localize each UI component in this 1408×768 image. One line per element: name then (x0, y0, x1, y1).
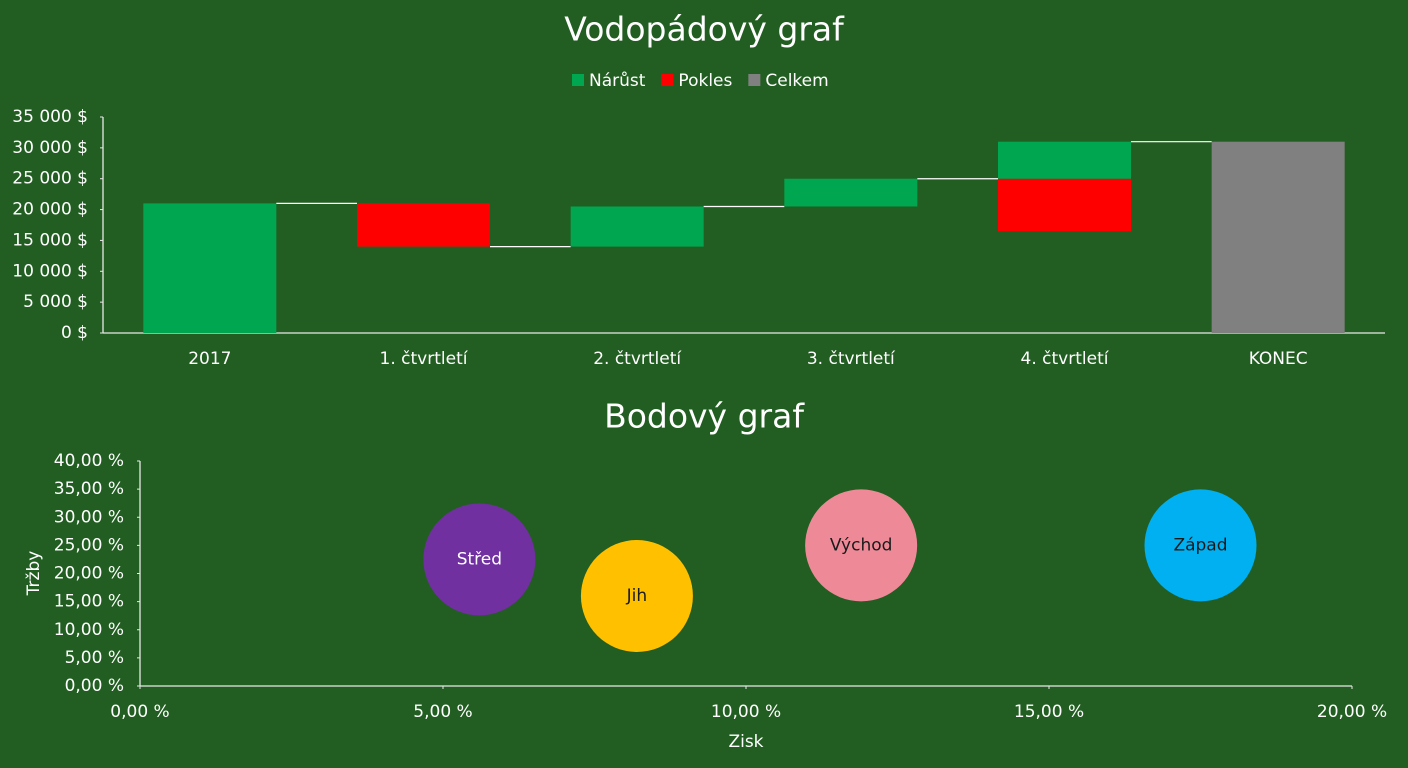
y-tick-label: 10 000 $ (12, 261, 88, 281)
legend-label: Nárůst (589, 71, 646, 91)
y-tick-label: 30,00 % (54, 507, 124, 527)
chart-title: Bodový graf (604, 397, 805, 436)
bubble-label: Střed (457, 549, 502, 569)
y-tick-label: 15,00 % (54, 592, 124, 612)
chart-title: Vodopádový graf (564, 10, 845, 49)
bar (784, 178, 918, 207)
y-axis-title: Tržby (24, 551, 44, 597)
y-tick-label: 25 000 $ (12, 169, 88, 189)
y-tick-label: 0 $ (61, 323, 88, 343)
x-tick-label: 20,00 % (1317, 702, 1387, 722)
y-tick-label: 40,00 % (54, 451, 124, 471)
legend-swatch (661, 74, 674, 86)
legend-swatch (572, 74, 584, 86)
x-tick-label: 0,00 % (110, 702, 169, 722)
y-tick-label: 35,00 % (54, 479, 124, 499)
legend-label: Celkem (765, 71, 828, 91)
x-tick-label: 4. čtvrtletí (1021, 349, 1110, 369)
bar (357, 203, 490, 247)
x-tick-label: 3. čtvrtletí (807, 349, 896, 369)
legend-label: Pokles (678, 71, 732, 91)
bar (570, 206, 704, 247)
bar (1211, 141, 1345, 333)
x-tick-label: 5,00 % (413, 702, 472, 722)
bar (998, 178, 1131, 232)
bar (143, 203, 277, 333)
x-tick-label: KONEC (1249, 349, 1308, 369)
x-tick-label: 15,00 % (1014, 702, 1084, 722)
x-tick-label: 2017 (188, 349, 231, 369)
bubble (805, 489, 918, 602)
x-tick-label: 2. čtvrtletí (593, 349, 682, 369)
bar (998, 141, 1131, 179)
y-tick-label: 15 000 $ (12, 230, 88, 250)
y-tick-label: 20,00 % (54, 564, 124, 584)
bubble-label: Jih (626, 586, 648, 606)
y-tick-label: 20 000 $ (12, 200, 88, 220)
y-tick-label: 35 000 $ (12, 107, 88, 127)
x-tick-label: 1. čtvrtletí (380, 349, 469, 369)
y-tick-label: 10,00 % (54, 620, 124, 640)
y-tick-label: 5 000 $ (23, 292, 88, 312)
y-tick-label: 25,00 % (54, 535, 124, 555)
bubble-label: Západ (1173, 535, 1227, 555)
y-tick-label: 5,00 % (65, 648, 124, 668)
x-axis-title: Zisk (728, 732, 763, 752)
y-tick-label: 30 000 $ (12, 138, 88, 158)
legend-swatch (748, 74, 761, 86)
bubble (580, 540, 693, 652)
bubble (423, 503, 536, 616)
y-tick-label: 0,00 % (65, 676, 124, 696)
x-tick-label: 10,00 % (711, 702, 781, 722)
bubble-label: Východ (830, 535, 893, 555)
bubble (1144, 489, 1257, 602)
